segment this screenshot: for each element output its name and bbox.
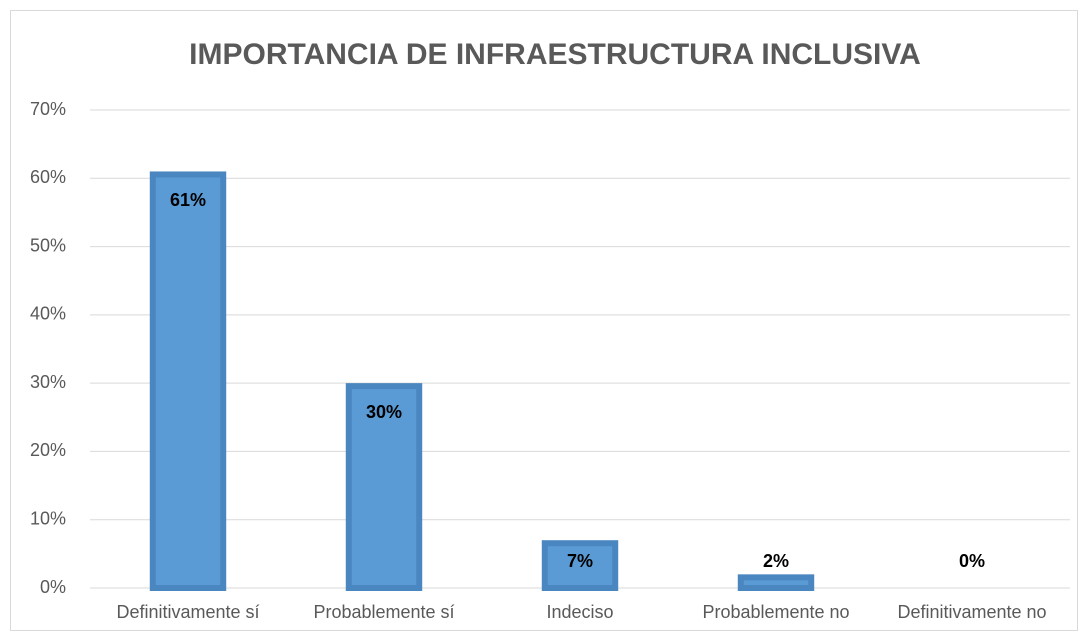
- bar: [737, 574, 815, 591]
- data-label: 0%: [959, 551, 985, 571]
- data-label: 61%: [170, 190, 206, 210]
- x-tick-label: Indeciso: [546, 602, 613, 622]
- y-tick-label: 10%: [30, 508, 66, 528]
- y-tick-label: 20%: [30, 440, 66, 460]
- bar: [541, 540, 619, 592]
- y-tick-label: 70%: [30, 99, 66, 119]
- y-tick-label: 60%: [30, 167, 66, 187]
- x-tick-label: Definitivamente no: [897, 602, 1046, 622]
- bar: [149, 171, 227, 591]
- y-tick-label: 0%: [40, 577, 66, 597]
- y-tick-label: 50%: [30, 235, 66, 255]
- data-label: 7%: [567, 551, 593, 571]
- chart-title: IMPORTANCIA DE INFRAESTRUCTURA INCLUSIVA: [189, 38, 921, 71]
- x-tick-label: Probablemente no: [702, 602, 849, 622]
- x-tick-label: Definitivamente sí: [116, 602, 259, 622]
- y-tick-label: 30%: [30, 372, 66, 392]
- data-label: 30%: [366, 402, 402, 422]
- bar: [345, 383, 423, 591]
- y-tick-label: 40%: [30, 304, 66, 324]
- data-label: 2%: [763, 551, 789, 571]
- x-tick-label: Probablemente sí: [313, 602, 454, 622]
